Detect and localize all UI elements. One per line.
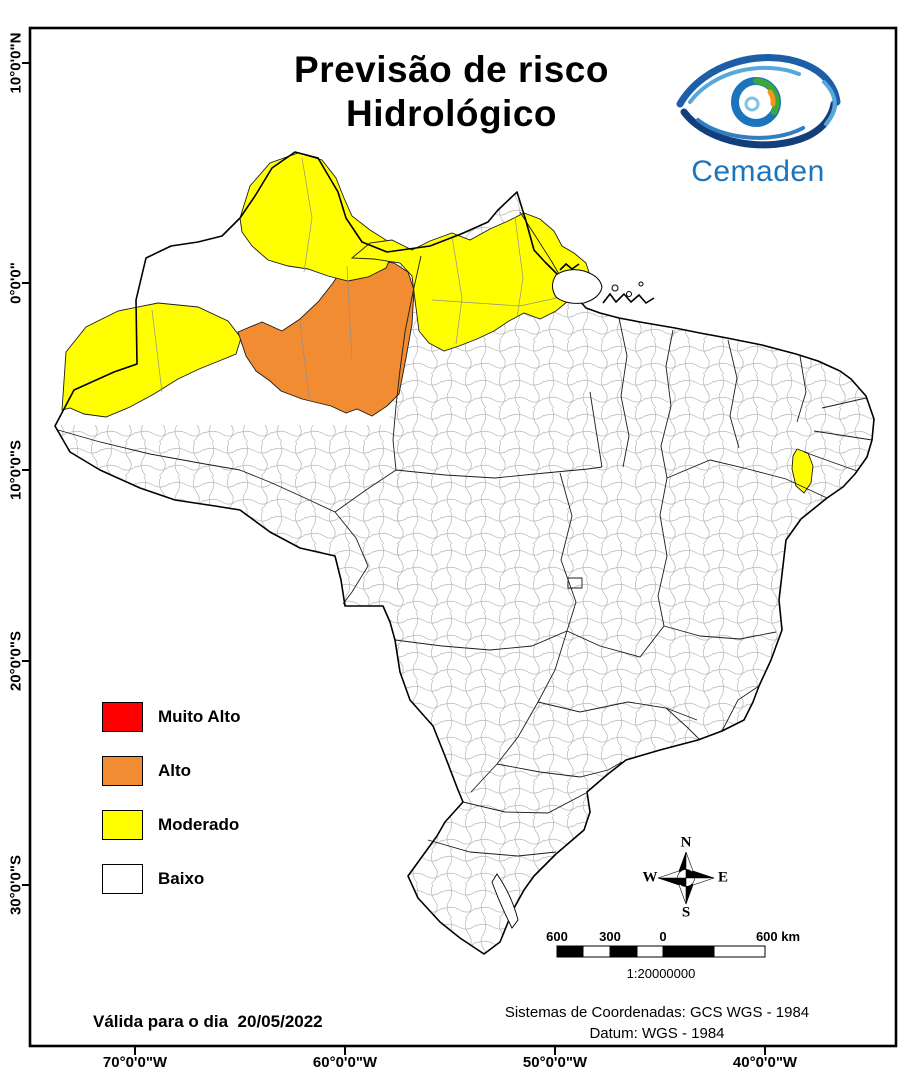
legend-item-moderado: Moderado bbox=[102, 808, 240, 842]
region-inner-boundaries bbox=[151, 157, 585, 399]
legend-swatch-baixo bbox=[102, 864, 143, 894]
patos-lagoon bbox=[491, 873, 519, 929]
brazil-outline bbox=[54, 151, 875, 955]
compass-north-label: N bbox=[680, 834, 692, 851]
state-borders bbox=[57, 211, 873, 857]
datum-line: Datum: WGS - 1984 bbox=[589, 1025, 725, 1042]
lat-label-0: 0°0'0" bbox=[7, 262, 25, 304]
legend-item-baixo: Baixo bbox=[102, 862, 240, 896]
iris-orange-arc bbox=[767, 89, 776, 107]
lon-label-50w: 50°0'0"W bbox=[522, 1054, 588, 1071]
legend-label-alto: Alto bbox=[158, 761, 192, 780]
lon-label-60w: 60°0'0"W bbox=[312, 1054, 378, 1071]
legend-label-muito-alto: Muito Alto bbox=[158, 707, 241, 726]
eye-lower-inner-arc bbox=[696, 118, 805, 140]
iris-center bbox=[744, 96, 760, 112]
region-moderado-coastal-strip bbox=[791, 448, 814, 494]
legend-label-moderado: Moderado bbox=[158, 815, 240, 834]
scale-segment bbox=[636, 945, 664, 958]
scale-label-300: 300 bbox=[599, 929, 621, 944]
scale-label-600-left: 600 bbox=[546, 929, 568, 944]
legend-swatch-muito-alto bbox=[102, 702, 143, 732]
coordinate-system-line: Sistemas de Coordenadas: GCS WGS - 1984 bbox=[504, 1004, 810, 1021]
page-title: Previsão de risco Hidrológico bbox=[0, 48, 903, 137]
legend-label-baixo: Baixo bbox=[158, 869, 205, 888]
municipal-texture-southwest bbox=[55, 425, 400, 665]
iris-green-arc bbox=[753, 78, 780, 115]
scale-segment bbox=[713, 945, 766, 958]
legend-swatch-alto bbox=[102, 756, 143, 786]
cemaden-wordmark: Cemaden bbox=[691, 155, 825, 188]
lon-label-70w: 70°0'0"W bbox=[102, 1054, 168, 1071]
lat-label-30s: 30°0'0"S bbox=[7, 854, 25, 916]
lat-label-10n: 10°0'0"N bbox=[7, 32, 25, 94]
region-alto-central-amazonas bbox=[237, 258, 415, 417]
legend-item-muito-alto: Muito Alto bbox=[102, 700, 240, 734]
scale-segment bbox=[662, 945, 715, 958]
risk-legend: Muito Alto Alto Moderado Baixo bbox=[102, 700, 240, 916]
coastal-island bbox=[626, 291, 632, 297]
eye-upper-inner-arc bbox=[688, 65, 801, 104]
legend-item-alto: Alto bbox=[102, 754, 240, 788]
compass-west-label: W bbox=[642, 869, 658, 886]
compass-south-label: S bbox=[681, 904, 691, 921]
scale-label-600-km: 600 km bbox=[755, 929, 801, 944]
amazon-mouth-coast-detail bbox=[559, 262, 655, 305]
left-axis-ticks bbox=[22, 62, 31, 886]
validity-date: Válida para o dia 20/05/2022 bbox=[93, 1012, 323, 1031]
scale-segment bbox=[582, 945, 611, 958]
lat-label-10s: 10°0'0"S bbox=[7, 439, 25, 501]
scale-label-0: 0 bbox=[659, 929, 667, 944]
scale-segment bbox=[609, 945, 638, 958]
compass-hub-quadrant bbox=[677, 877, 687, 887]
cemaden-eye-icon bbox=[676, 54, 841, 149]
bottom-axis-ticks bbox=[134, 1046, 766, 1055]
title-line-1: Previsão de risco bbox=[294, 49, 609, 90]
compass-east-label: E bbox=[717, 869, 729, 886]
map-frame bbox=[28, 26, 898, 1048]
lat-label-20s: 20°0'0"S bbox=[7, 630, 25, 692]
lon-label-40w: 40°0'0"W bbox=[732, 1054, 798, 1071]
eye-upper-arc bbox=[676, 54, 841, 108]
compass-hub-quadrant bbox=[685, 869, 695, 879]
eye-right-accent bbox=[822, 80, 837, 126]
coastal-island bbox=[611, 284, 619, 292]
scale-bar bbox=[556, 945, 766, 958]
coastal-island bbox=[638, 281, 644, 287]
scale-segment bbox=[556, 945, 584, 958]
compass-rose bbox=[657, 851, 715, 905]
region-moderado-west-amazonas bbox=[61, 302, 242, 418]
legend-swatch-moderado bbox=[102, 810, 143, 840]
cemaden-logo: Cemaden bbox=[666, 46, 850, 189]
coordinate-system-note: Sistemas de Coordenadas: GCS WGS - 1984 … bbox=[487, 1002, 827, 1044]
title-line-2: Hidrológico bbox=[345, 93, 558, 135]
scale-ratio: 1:20000000 bbox=[626, 966, 696, 981]
marajo-island bbox=[552, 269, 603, 304]
